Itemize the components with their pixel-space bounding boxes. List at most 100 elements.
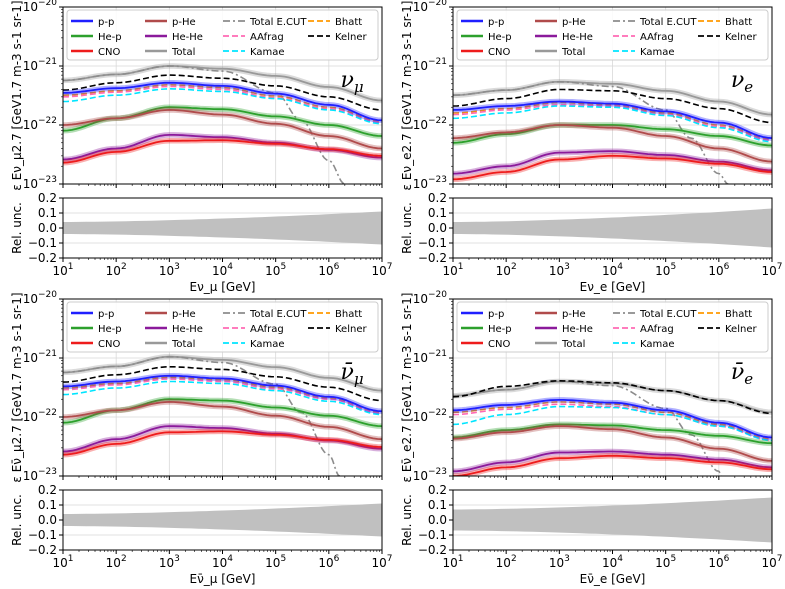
ratio-y-tick-label: −0.1	[28, 528, 57, 542]
series-line-p-p	[453, 100, 772, 139]
y-axis-label: ε Eν̄_e2.7 [GeV1.7 m-3 s-1 sr-1]	[400, 293, 414, 483]
x-tick-label: 107	[371, 554, 392, 570]
y-axis-label: ε Eν_μ2.7 [GeV1.7 m-3 s-1 sr-1]	[10, 0, 24, 190]
panel-label: νμ	[340, 68, 363, 96]
ratio-y-tick-label: 0.2	[38, 191, 57, 205]
legend: p-p He-p CNO p-He He-He Total Total E.CUT AAfra…	[66, 9, 379, 61]
ratio-y-axis-label: Rel. unc.	[10, 494, 24, 546]
y-tick-label: 10−21	[23, 349, 57, 365]
series-line-p-he	[63, 109, 382, 150]
ratio-y-tick-label: 0.1	[428, 206, 447, 220]
y-tick-label: 10−23	[413, 175, 447, 191]
series-group	[63, 63, 382, 184]
x-tick-label: 106	[708, 262, 729, 278]
x-tick-label: 106	[708, 554, 729, 570]
legend-label: p-p	[488, 17, 504, 28]
legend-label: He-p	[488, 324, 512, 335]
legend-label: Bhatt	[725, 17, 752, 28]
legend-label: p-p	[98, 309, 114, 320]
legend-label: CNO	[98, 339, 120, 350]
x-tick-label: 103	[159, 262, 180, 278]
panel-1: 10−23 10−22 10−21 10−20 νμ p-p He-p CNO p-He He-H…	[10, 0, 393, 294]
x-tick-label: 104	[212, 262, 233, 278]
series-line-cno	[63, 139, 382, 164]
panel-4: 10−23 10−22 10−21 10−20 ν̄e p-p He-p CNO p-He He-…	[400, 290, 783, 586]
y-tick-label: 10−20	[413, 290, 448, 306]
legend-label: Kamae	[250, 47, 285, 58]
legend-label: Total E.CUT	[639, 17, 697, 28]
x-tick-label: 105	[655, 262, 676, 278]
series-line-p-he	[453, 124, 772, 163]
ratio-y-tick-label: −0.1	[28, 236, 57, 250]
legend-label: CNO	[488, 47, 510, 58]
x-tick-label: 101	[442, 262, 463, 278]
x-tick-label: 103	[549, 262, 570, 278]
legend: p-p He-p CNO p-He He-He Total Total E.CUT AAfra…	[456, 301, 769, 353]
legend-label: Kamae	[250, 339, 285, 350]
panel-label: ν̄e	[731, 360, 753, 388]
y-tick-label: 10−23	[23, 175, 57, 191]
x-tick-label: 103	[159, 554, 180, 570]
series-line-cno	[63, 430, 382, 456]
legend-label: Total E.CUT	[639, 309, 697, 320]
legend-label: p-p	[488, 309, 504, 320]
legend-label: AAfrag	[250, 32, 284, 43]
ratio-y-axis-label: Rel. unc.	[400, 494, 414, 546]
x-tick-label: 105	[655, 554, 676, 570]
legend: p-p He-p CNO p-He He-He Total Total E.CUT AAfra…	[66, 301, 379, 353]
panel-label: ν̄μ	[340, 360, 363, 388]
uncertainty-band	[453, 208, 772, 248]
series-line-cno	[453, 454, 772, 476]
x-tick-label: 102	[496, 554, 517, 570]
legend-label: He-p	[98, 32, 122, 43]
legend-label: p-He	[562, 309, 586, 320]
ratio-y-tick-label: 0.0	[428, 513, 447, 527]
ratio-y-axis-label: Rel. unc.	[10, 202, 24, 254]
x-axis-label: Eν̄_e [GeV]	[580, 572, 646, 586]
legend-label: Total E.CUT	[249, 17, 307, 28]
y-tick-label: 10−22	[23, 116, 57, 132]
x-tick-label: 106	[318, 262, 339, 278]
legend-label: p-He	[562, 17, 586, 28]
x-tick-label: 107	[761, 554, 782, 570]
ratio-y-tick-label: −0.1	[418, 236, 447, 250]
x-tick-label: 104	[212, 554, 233, 570]
series-line-total-e-cut	[63, 355, 341, 476]
x-tick-label: 107	[371, 262, 392, 278]
legend-label: Bhatt	[335, 309, 362, 320]
x-tick-label: 105	[265, 262, 286, 278]
x-tick-label: 102	[496, 262, 517, 278]
uncertainty-band	[63, 503, 382, 537]
series-line-total	[453, 380, 772, 414]
legend-label: Bhatt	[335, 17, 362, 28]
legend-label: He-p	[488, 32, 512, 43]
series-line-he-p	[453, 124, 772, 147]
ratio-y-tick-label: −0.2	[418, 251, 447, 265]
series-line-total	[63, 65, 382, 102]
uncertainty-band	[453, 497, 772, 543]
series-line-total	[63, 355, 382, 392]
series-line-cno	[453, 154, 772, 181]
legend-box	[456, 9, 769, 61]
y-tick-label: 10−23	[413, 467, 447, 483]
series-line-total-e-cut	[63, 65, 346, 184]
ratio-y-tick-label: −0.2	[28, 543, 57, 557]
panel-label: νe	[731, 68, 753, 96]
x-tick-label: 101	[52, 262, 73, 278]
series-group	[453, 79, 772, 184]
y-tick-label: 10−22	[413, 116, 447, 132]
x-tick-label: 104	[602, 262, 623, 278]
legend-label: p-He	[172, 309, 196, 320]
x-axis-label: Eν_e [GeV]	[580, 280, 646, 294]
y-tick-label: 10−21	[23, 57, 57, 73]
ratio-y-tick-label: 0.0	[38, 221, 57, 235]
legend-label: He-He	[172, 324, 203, 335]
series-group	[453, 378, 772, 476]
legend-label: He-He	[562, 32, 593, 43]
y-tick-label: 10−22	[23, 408, 57, 424]
legend-label: Kelner	[725, 324, 757, 335]
y-tick-label: 10−20	[413, 0, 448, 14]
legend-label: AAfrag	[250, 324, 284, 335]
ratio-y-tick-label: 0.0	[38, 513, 57, 527]
